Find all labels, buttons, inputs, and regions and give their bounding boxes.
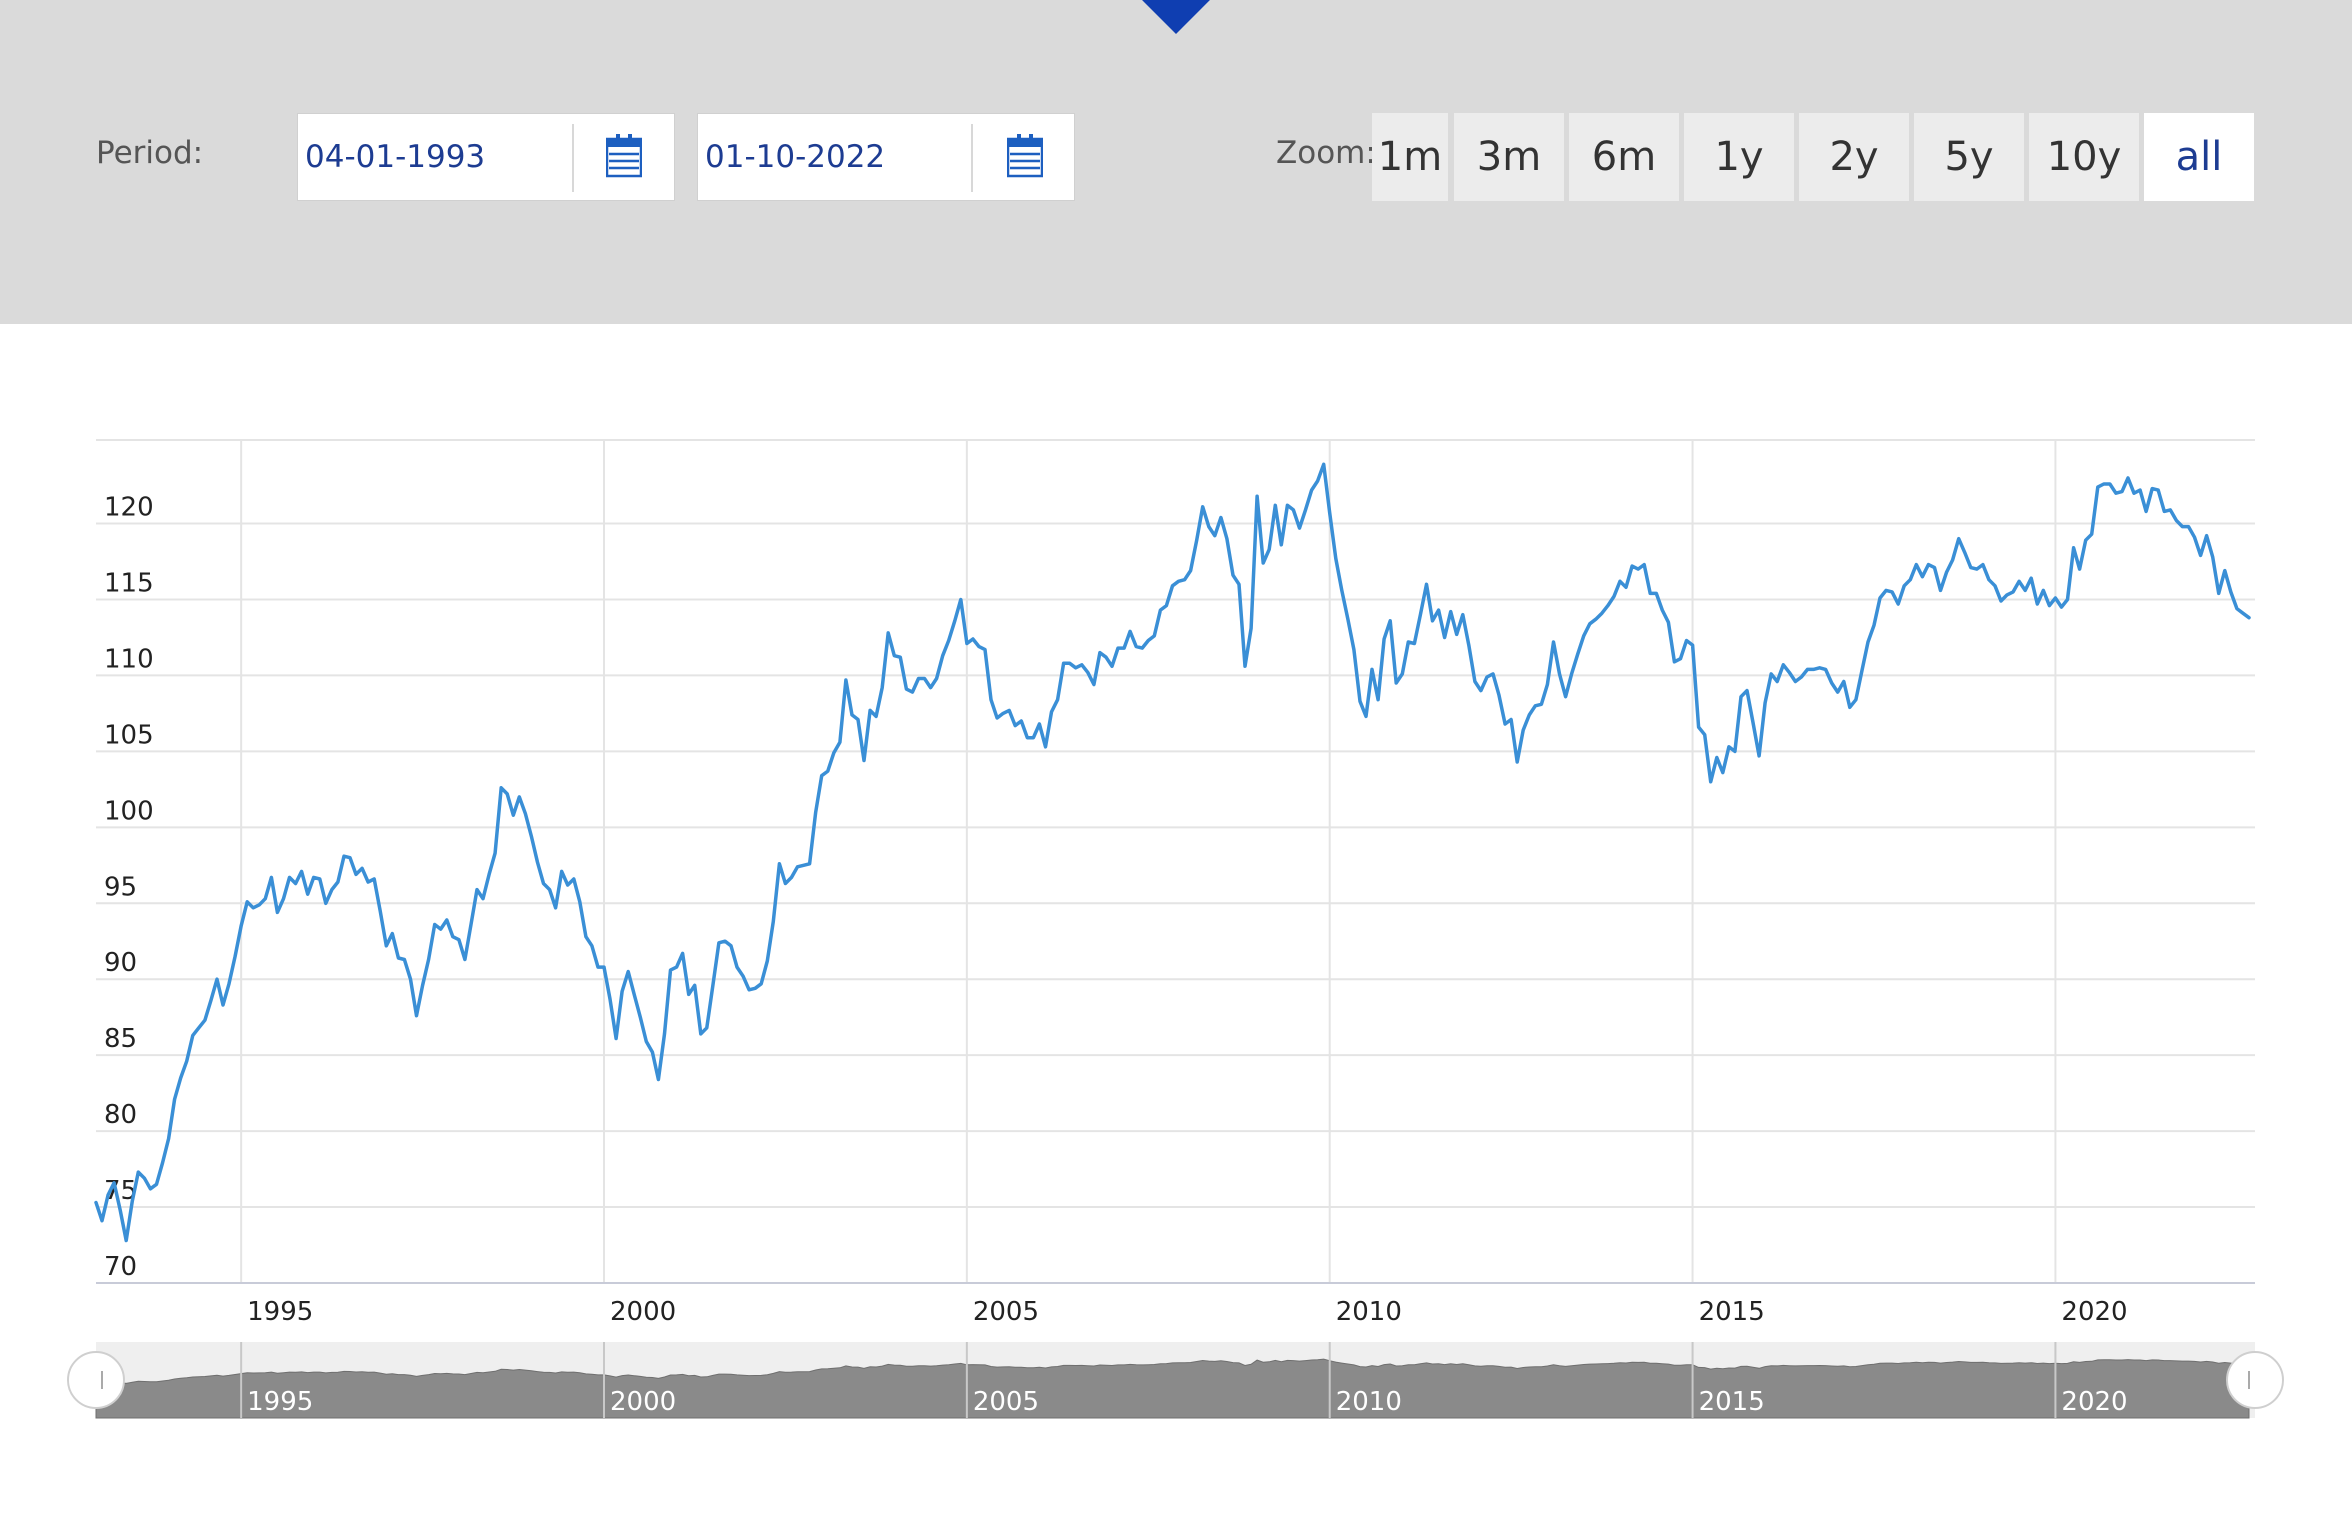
zoom-6m-button[interactable]: 6m [1569,113,1679,201]
zoom-2y-button[interactable]: 2y [1799,113,1909,201]
zoom-all-button[interactable]: all [2144,113,2254,201]
calendar-icon[interactable] [606,134,642,178]
navigator-year-label: 2000 [610,1387,676,1417]
y-tick-label: 85 [104,1024,137,1054]
zoom-5y-button[interactable]: 5y [1914,113,2024,201]
price-line[interactable] [94,462,2251,1243]
navigator[interactable]: 1995 2000 2005 2010 2015 2020 [67,1342,2284,1419]
zoom-3m-button[interactable]: 3m [1454,113,1564,201]
y-gridlines [96,439,2255,1209]
x-tick-label: 2020 [2061,1297,2127,1327]
end-date-field[interactable] [697,113,1075,201]
x-axis-ticks: 1995 2000 2005 2010 2015 2020 [247,1297,2127,1327]
x-tick-label: 2010 [1336,1297,1402,1327]
calendar-icon[interactable] [1007,134,1043,178]
navigator-year-label: 1995 [247,1387,313,1417]
zoom-label: Zoom: [1276,135,1376,171]
navigator-year-label: 2020 [2061,1387,2127,1417]
toolbar: Period: Zoom: 1m 3m 6m 1y 2y 5y [0,0,2352,324]
toolbar-caret-icon [1142,0,1210,34]
y-tick-label: 110 [104,644,154,674]
x-tick-label: 1995 [247,1297,313,1327]
y-tick-label: 120 [104,493,154,523]
period-label: Period: [96,135,204,171]
start-date-field[interactable] [297,113,675,201]
navigator-area [95,1358,2250,1419]
x-gridlines [240,440,2057,1283]
y-tick-label: 115 [104,568,154,598]
navigator-left-handle[interactable] [67,1351,125,1409]
start-date-divider [572,124,574,192]
start-date-input[interactable] [298,114,565,200]
navigator-year-labels: 1995 2000 2005 2010 2015 2020 [247,1387,2127,1417]
navigator-gridlines [240,1342,2057,1418]
x-tick-label: 2015 [1699,1297,1765,1327]
y-tick-label: 105 [104,720,154,750]
y-tick-label: 80 [104,1100,137,1130]
x-tick-label: 2005 [973,1297,1039,1327]
end-date-divider [971,124,973,192]
y-tick-label: 95 [104,872,137,902]
navigator-right-handle[interactable] [2226,1351,2284,1409]
x-tick-label: 2000 [610,1297,676,1327]
end-date-input[interactable] [698,114,965,200]
zoom-1m-button[interactable]: 1m [1372,113,1448,201]
y-tick-label: 90 [104,948,137,978]
zoom-10y-button[interactable]: 10y [2029,113,2139,201]
y-tick-label: 70 [104,1252,137,1282]
navigator-year-label: 2015 [1699,1387,1765,1417]
navigator-year-label: 2005 [973,1387,1039,1417]
navigator-year-label: 2010 [1336,1387,1402,1417]
y-tick-label: 100 [104,796,154,826]
zoom-1y-button[interactable]: 1y [1684,113,1794,201]
